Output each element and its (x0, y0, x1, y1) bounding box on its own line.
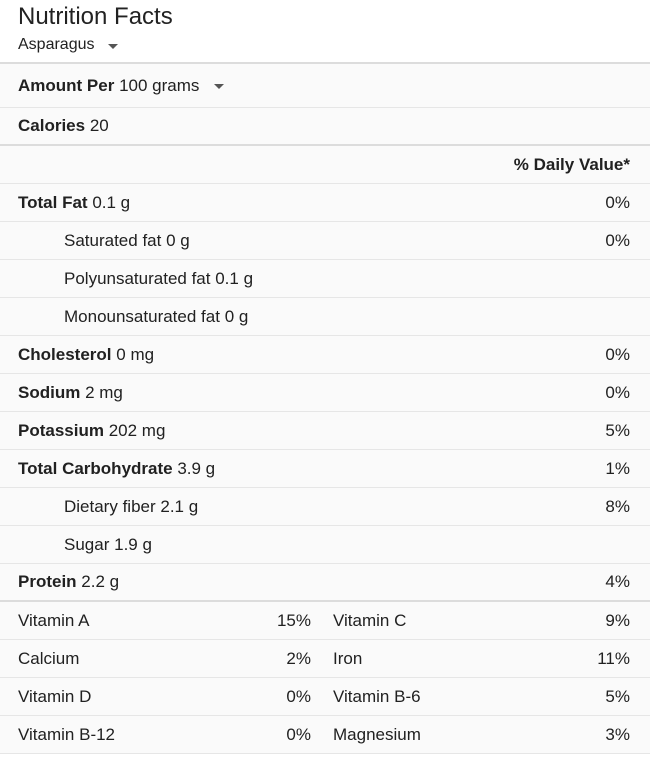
vitamin-pct: 3% (605, 725, 630, 744)
chevron-down-icon (214, 84, 225, 89)
page-title: Nutrition Facts (18, 3, 173, 30)
nutrient-amount: 0.1 g (215, 268, 254, 288)
nutrient-pct: 0% (605, 192, 630, 212)
daily-value-header-row: % Daily Value* (0, 146, 650, 184)
amount-label: Amount Per (18, 75, 115, 95)
nutrient-name: Sugar (64, 534, 110, 554)
vitamin-row: Calcium 2% Iron 11% (0, 640, 650, 678)
nutrient-amount: 0 g (166, 230, 190, 250)
vitamin-name: Vitamin B-12 (18, 725, 116, 744)
nutrient-row-potassium: Potassium 202 mg 5% (0, 412, 650, 450)
calories-label: Calories (18, 116, 86, 135)
vitamin-pct: 9% (605, 611, 630, 630)
nutrient-pct: 5% (605, 420, 630, 440)
nutrient-pct: 8% (605, 496, 630, 516)
vitamin-pct: 2% (286, 649, 311, 668)
food-name: Asparagus (18, 36, 95, 53)
vitamin-name: Vitamin B-6 (333, 687, 421, 706)
chevron-down-icon (107, 43, 118, 49)
nutrient-amount: 0 mg (116, 344, 155, 364)
vitamin-row: Vitamin B-12 0% Magnesium 3% (0, 716, 650, 754)
nutrient-amount: 2 mg (85, 382, 123, 402)
nutrient-row-cholesterol: Cholesterol 0 mg 0% (0, 336, 650, 374)
nutrient-row-sugar: Sugar 1.9 g (0, 526, 650, 564)
food-selector[interactable]: Asparagus (18, 36, 118, 54)
vitamin-name: Iron (333, 649, 363, 668)
nutrition-panel: Amount Per 100 grams Calories 20 % Daily… (0, 64, 650, 754)
nutrient-name: Monounsaturated fat (64, 306, 220, 326)
nutrient-amount: 2.2 g (81, 572, 120, 591)
nutrient-row-total-carbohydrate: Total Carbohydrate 3.9 g 1% (0, 450, 650, 488)
nutrient-amount: 0.1 g (92, 192, 131, 212)
nutrient-row-saturated-fat: Saturated fat 0 g 0% (0, 222, 650, 260)
nutrient-name: Total Fat (18, 192, 88, 212)
calories-row: Calories 20 (0, 108, 650, 146)
vitamin-row: Vitamin D 0% Vitamin B-6 5% (0, 678, 650, 716)
vitamin-pct: 15% (276, 611, 311, 630)
vitamin-pct: 11% (597, 649, 630, 668)
nutrient-pct: 0% (605, 382, 630, 402)
nutrient-name: Polyunsaturated fat (64, 268, 211, 288)
nutrient-name: Cholesterol (18, 344, 112, 364)
nutrient-name: Saturated fat (64, 230, 162, 250)
nutrient-name: Protein (18, 572, 77, 591)
daily-value-header: % Daily Value* (513, 154, 630, 174)
nutrient-pct: 1% (605, 458, 630, 478)
vitamin-pct: 0% (286, 725, 311, 744)
nutrient-row-protein: Protein 2.2 g 4% (0, 564, 650, 602)
nutrient-row-sodium: Sodium 2 mg 0% (0, 374, 650, 412)
vitamin-row: Vitamin A 15% Vitamin C 9% (0, 602, 650, 640)
nutrient-pct: 4% (605, 572, 630, 591)
nutrient-row-total-fat: Total Fat 0.1 g 0% (0, 184, 650, 222)
nutrition-header: Nutrition Facts Asparagus (0, 0, 650, 64)
nutrient-pct: 0% (605, 230, 630, 250)
serving-size-selector[interactable]: Amount Per 100 grams (18, 75, 225, 96)
nutrient-row-monounsaturated-fat: Monounsaturated fat 0 g (0, 298, 650, 336)
nutrient-amount: 3.9 g (177, 458, 216, 478)
calories-value: 20 (89, 116, 109, 135)
vitamin-pct: 5% (605, 687, 630, 706)
vitamin-name: Vitamin C (333, 611, 407, 630)
vitamin-pct: 0% (286, 687, 311, 706)
nutrient-amount: 202 mg (108, 420, 166, 440)
nutrient-name: Dietary fiber (64, 496, 156, 516)
nutrient-amount: 1.9 g (114, 534, 152, 554)
nutrient-name: Total Carbohydrate (18, 458, 173, 478)
nutrient-amount: 2.1 g (160, 496, 199, 516)
vitamin-name: Vitamin A (18, 611, 90, 630)
vitamin-name: Vitamin D (18, 687, 92, 706)
vitamin-name: Calcium (18, 649, 80, 668)
nutrient-name: Potassium (18, 420, 104, 440)
amount-value: 100 grams (119, 75, 200, 95)
nutrient-amount: 0 g (224, 306, 249, 326)
amount-row: Amount Per 100 grams (0, 64, 650, 108)
vitamin-name: Magnesium (333, 725, 421, 744)
nutrient-pct: 0% (605, 344, 630, 364)
nutrient-row-dietary-fiber: Dietary fiber 2.1 g 8% (0, 488, 650, 526)
nutrient-name: Sodium (18, 382, 81, 402)
nutrient-row-polyunsaturated-fat: Polyunsaturated fat 0.1 g (0, 260, 650, 298)
